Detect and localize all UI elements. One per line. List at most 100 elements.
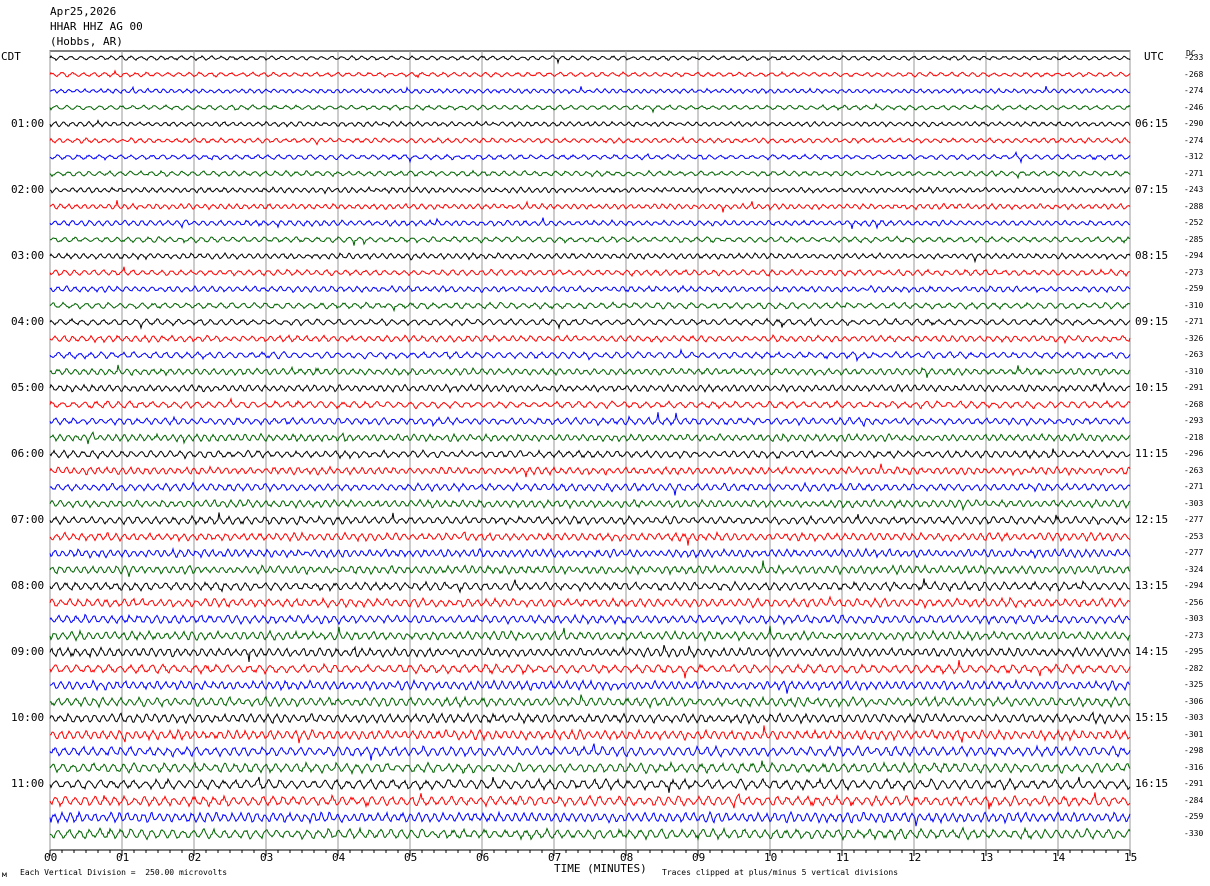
dc-offset-label: -291 [1184, 779, 1204, 789]
x-tick-label: 02 [188, 851, 202, 864]
right-hour-label: 10:15 [1135, 381, 1169, 395]
right-hour-label: 11:15 [1135, 447, 1169, 461]
seismic-trace [49, 810, 1131, 827]
dc-offset-label: -259 [1184, 812, 1204, 822]
dc-offset-label: -273 [1184, 267, 1204, 277]
seismic-trace [49, 301, 1131, 313]
dc-offset-label: -293 [1184, 416, 1204, 426]
right-hour-label: 16:15 [1135, 777, 1169, 791]
x-tick-label: 14 [1052, 851, 1066, 864]
x-tick-label: 03 [260, 851, 274, 864]
seismic-trace [49, 412, 1131, 428]
x-tick-label: 04 [332, 851, 346, 864]
dc-offset-label: -252 [1184, 218, 1204, 228]
dc-offset-label: -284 [1184, 795, 1204, 805]
seismic-trace [49, 512, 1131, 526]
dc-offset-label: -273 [1184, 630, 1204, 640]
seismic-trace [49, 397, 1131, 410]
seismic-trace [49, 481, 1131, 496]
seismic-trace [49, 613, 1131, 626]
dc-offset-label: -310 [1184, 300, 1204, 310]
dc-offset-label: -316 [1184, 762, 1204, 772]
right-hour-label: 13:15 [1135, 579, 1169, 593]
seismic-trace [49, 760, 1131, 776]
dc-offset-label: -306 [1184, 696, 1204, 706]
dc-offset-label: -294 [1184, 581, 1204, 591]
seismic-trace [49, 694, 1131, 710]
dc-offset-label: -271 [1184, 482, 1204, 492]
dc-offset-label: -290 [1184, 119, 1204, 129]
footer-mark: м [2, 870, 7, 879]
dc-offset-label: -246 [1184, 102, 1204, 112]
dc-offset-label: -271 [1184, 168, 1204, 178]
dc-offset-label: -285 [1184, 234, 1204, 244]
right-hour-label: 08:15 [1135, 249, 1169, 263]
seismic-trace [49, 348, 1131, 363]
seismic-trace [49, 102, 1131, 114]
seismic-trace [49, 217, 1131, 230]
dc-offset-label: -253 [1184, 531, 1204, 541]
dc-offset-label: -274 [1184, 135, 1204, 145]
seismic-trace [49, 743, 1131, 761]
dc-header-label: DC [1186, 49, 1196, 58]
seismic-trace [49, 498, 1131, 512]
dc-offset-label: -295 [1184, 647, 1204, 657]
right-hour-label: 09:15 [1135, 315, 1169, 329]
right-timezone-label: UTC [1144, 50, 1164, 63]
x-tick-label: 07 [548, 851, 562, 864]
seismic-trace [49, 136, 1131, 146]
seismic-trace [49, 776, 1131, 793]
right-hour-label: 15:15 [1135, 711, 1169, 725]
dc-offset-label: -243 [1184, 185, 1204, 195]
dc-offset-label: -330 [1184, 829, 1204, 838]
seismic-trace [49, 792, 1131, 810]
seismic-trace [49, 169, 1131, 180]
dc-offset-label: -312 [1184, 152, 1204, 162]
dc-offset-label: -271 [1184, 317, 1204, 327]
x-axis-title: TIME (MINUTES) [554, 862, 647, 875]
seismic-trace [49, 578, 1131, 594]
left-hour-label: 06:00 [11, 447, 45, 461]
dc-offset-label: -303 [1184, 498, 1204, 508]
seismic-trace [49, 54, 1131, 65]
seismic-trace [49, 826, 1131, 842]
seismic-trace [49, 595, 1131, 610]
seismic-trace [49, 725, 1131, 744]
x-tick-label: 01 [116, 851, 130, 864]
left-hour-label: 04:00 [11, 315, 45, 329]
location-label: (Hobbs, AR) [50, 35, 123, 48]
dc-offset-label: -268 [1184, 399, 1204, 409]
right-hour-label: 07:15 [1135, 183, 1169, 197]
dc-offset-label: -259 [1184, 284, 1204, 294]
seismic-trace [49, 560, 1131, 577]
dc-offset-label: -303 [1184, 713, 1204, 723]
dc-offset-label: -288 [1184, 201, 1204, 211]
seismic-trace [49, 448, 1131, 460]
dc-offset-label: -303 [1184, 614, 1204, 624]
seismic-trace [49, 463, 1131, 478]
station-label: HHAR HHZ AG 00 [50, 20, 143, 33]
seismic-trace [49, 625, 1131, 643]
dc-offset-label: -301 [1184, 729, 1204, 739]
right-hour-label: 14:15 [1135, 645, 1169, 659]
x-tick-label: 00 [44, 851, 58, 864]
dc-offset-label: -218 [1184, 432, 1204, 442]
seismic-trace [49, 200, 1131, 213]
dc-offset-label: -277 [1184, 548, 1204, 558]
seismic-trace [49, 119, 1131, 128]
seismic-trace [49, 660, 1131, 679]
seismic-trace [49, 69, 1131, 79]
seismic-trace [49, 431, 1131, 445]
left-hour-label: 01:00 [11, 117, 45, 131]
seismic-trace [49, 150, 1131, 165]
x-tick-label: 05 [404, 851, 418, 864]
dc-offset-label: -274 [1184, 86, 1204, 96]
dc-offset-label: -324 [1184, 564, 1204, 574]
left-hour-label: 07:00 [11, 513, 45, 527]
seismic-trace [49, 317, 1131, 330]
x-tick-label: 06 [476, 851, 490, 864]
dc-offset-label: -277 [1184, 515, 1204, 525]
seismic-trace [49, 334, 1131, 345]
left-hour-label: 09:00 [11, 645, 45, 659]
x-tick-label: 08 [620, 851, 634, 864]
